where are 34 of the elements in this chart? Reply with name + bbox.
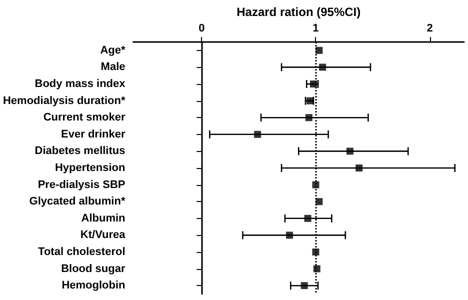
- y-tick-label: Current smoker: [43, 112, 126, 124]
- y-tick-label: Albumin: [81, 212, 126, 224]
- point: [316, 198, 323, 206]
- y-tick-label: Pre-dialysis SBP: [38, 178, 126, 191]
- point: [300, 282, 308, 290]
- y-tick-label: Body mass index: [34, 78, 126, 90]
- point: [310, 80, 317, 88]
- y-tick-label: Ever drinker: [61, 128, 126, 140]
- x-tick-label: 1: [312, 22, 319, 34]
- y-tick-label: Diabetes mellitus: [34, 145, 126, 158]
- point: [312, 248, 320, 256]
- point: [305, 114, 312, 122]
- y-tick-label: Total cholesterol: [38, 246, 126, 258]
- y-tick-label: Male: [100, 61, 126, 74]
- point: [286, 232, 293, 239]
- point: [306, 97, 314, 104]
- point: [356, 164, 363, 172]
- point: [316, 46, 323, 54]
- y-tick-label: Glycated albumin*: [29, 196, 126, 208]
- point: [304, 214, 312, 222]
- x-tick-label: 0: [198, 22, 205, 34]
- point: [346, 148, 354, 155]
- y-tick-label: Blood sugar: [61, 262, 126, 275]
- x-tick-label: 2: [426, 22, 433, 34]
- y-tick-label: Age*: [100, 44, 126, 56]
- x-axis-title: Hazard ration (95%CI): [236, 5, 361, 19]
- point: [313, 265, 320, 272]
- y-tick-label: Hemoglobin: [62, 280, 126, 292]
- y-tick-label: Kt/Vurea: [80, 229, 126, 242]
- y-tick-label: Hypertension: [54, 162, 126, 174]
- point: [254, 130, 262, 138]
- y-tick-label: Hemodialysis duration*: [2, 94, 126, 107]
- point: [312, 181, 320, 188]
- point: [319, 64, 326, 71]
